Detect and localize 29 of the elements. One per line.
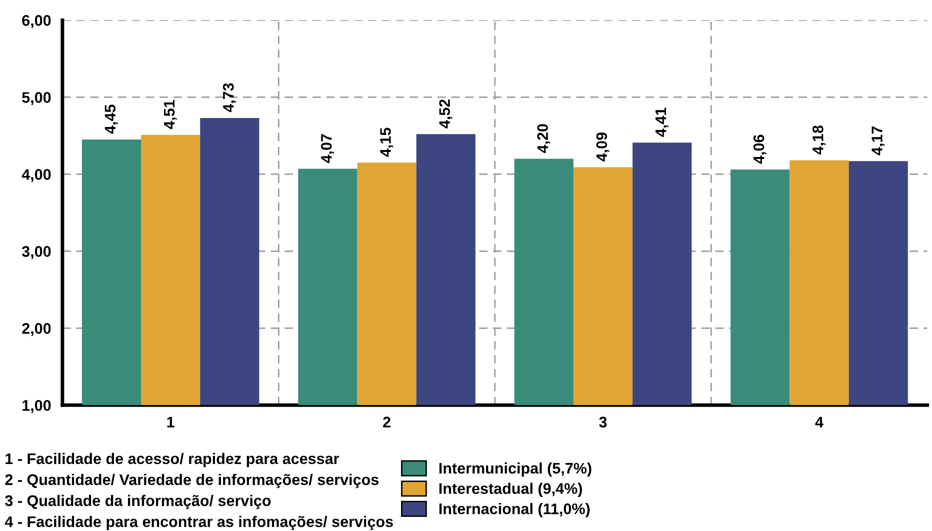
text: 2 - Quantidade/ Variedade de informações/ serviços bbox=[5, 474, 378, 488]
y-tick-label: 4,00 bbox=[22, 169, 51, 182]
y-tick-label: 6,00 bbox=[22, 15, 51, 28]
x-tick-label: 3 bbox=[599, 416, 607, 428]
data-label: 4,41 bbox=[656, 108, 668, 137]
data-label: 4,20 bbox=[537, 124, 550, 153]
data-label: 4,18 bbox=[812, 125, 826, 155]
legend-label: Internacional (11,0%) bbox=[439, 503, 590, 518]
text: 3 - Qualidade da informação/ serviço bbox=[5, 494, 271, 510]
legend-label: Intermunicipal (5,7%) bbox=[439, 462, 592, 477]
x-tick-label: 1 bbox=[167, 416, 174, 428]
data-label: 4,73 bbox=[222, 83, 236, 112]
text: 4 - Facilidade para encontrar as infomações/ serviços bbox=[4, 516, 393, 530]
text: 1 - Facilidade de acesso/ rapidez para acessar bbox=[6, 452, 340, 468]
legend-label: Interestadual (9,4%) bbox=[439, 482, 582, 497]
data-label: 4,52 bbox=[439, 99, 452, 128]
data-label: 4,07 bbox=[320, 134, 334, 163]
x-tick-label: 2 bbox=[383, 416, 390, 428]
y-tick-label: 3,00 bbox=[22, 246, 51, 260]
x-tick-label: 4 bbox=[815, 416, 824, 428]
data-label: 4,09 bbox=[596, 132, 610, 162]
y-tick-label: 1,00 bbox=[22, 400, 51, 414]
y-tick-label: 5,00 bbox=[22, 92, 51, 106]
data-label: 4,51 bbox=[164, 100, 177, 130]
data-label: 4,06 bbox=[753, 134, 766, 164]
data-label: 4,15 bbox=[380, 128, 394, 157]
data-label: 4,17 bbox=[872, 126, 885, 156]
data-label: 4,45 bbox=[104, 104, 118, 134]
y-tick-label: 2,00 bbox=[22, 323, 51, 336]
